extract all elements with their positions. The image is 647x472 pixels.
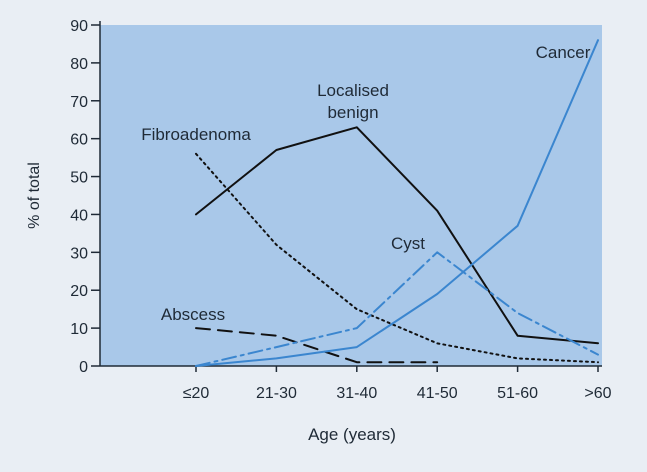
y-tick-label: 60 <box>70 132 88 149</box>
x-tick-label: 51-60 <box>497 385 538 402</box>
y-tick-label: 10 <box>70 321 88 338</box>
y-tick-label: 20 <box>70 283 88 300</box>
y-tick-label: 80 <box>70 56 88 73</box>
x-tick-label: 21-30 <box>256 385 297 402</box>
y-tick-label: 40 <box>70 207 88 224</box>
series-line-fibroadenoma <box>195 152 599 364</box>
series-label-localised-benign: Localised benign <box>317 81 389 122</box>
x-tick-label: 31-40 <box>336 385 377 402</box>
y-tick-label: 0 <box>79 359 88 376</box>
y-axis-title: % of total <box>26 162 43 229</box>
y-tick-label: 50 <box>70 170 88 187</box>
x-axis-title: Age (years) <box>308 425 396 444</box>
series-label-cancer: Cancer <box>536 43 591 62</box>
series-line-cyst <box>195 251 599 367</box>
y-tick-label: 30 <box>70 245 88 262</box>
series-line-abscess <box>195 327 439 364</box>
y-tick-label: 70 <box>70 94 88 111</box>
series-label-cyst: Cyst <box>391 234 425 253</box>
series-lines <box>195 39 599 367</box>
series-label-fibroadenoma: Fibroadenoma <box>141 125 251 144</box>
annotations: Cancer Localised benign Fibroadenoma Cyst Abs… <box>141 43 591 324</box>
series-label-abscess: Abscess <box>161 305 225 324</box>
x-tick-label: >60 <box>584 385 611 402</box>
plot-area <box>100 25 602 366</box>
x-tick-label: ≤20 <box>183 385 210 402</box>
y-tick-label: 90 <box>70 18 88 35</box>
x-tick-label: 41-50 <box>417 385 458 402</box>
axes: 0 10 20 30 40 50 60 70 80 90 ≤20 21-30 31-40 41-50 51-… <box>26 18 612 444</box>
series-line-localised-benign <box>195 126 599 345</box>
series-line-cancer <box>195 39 599 367</box>
